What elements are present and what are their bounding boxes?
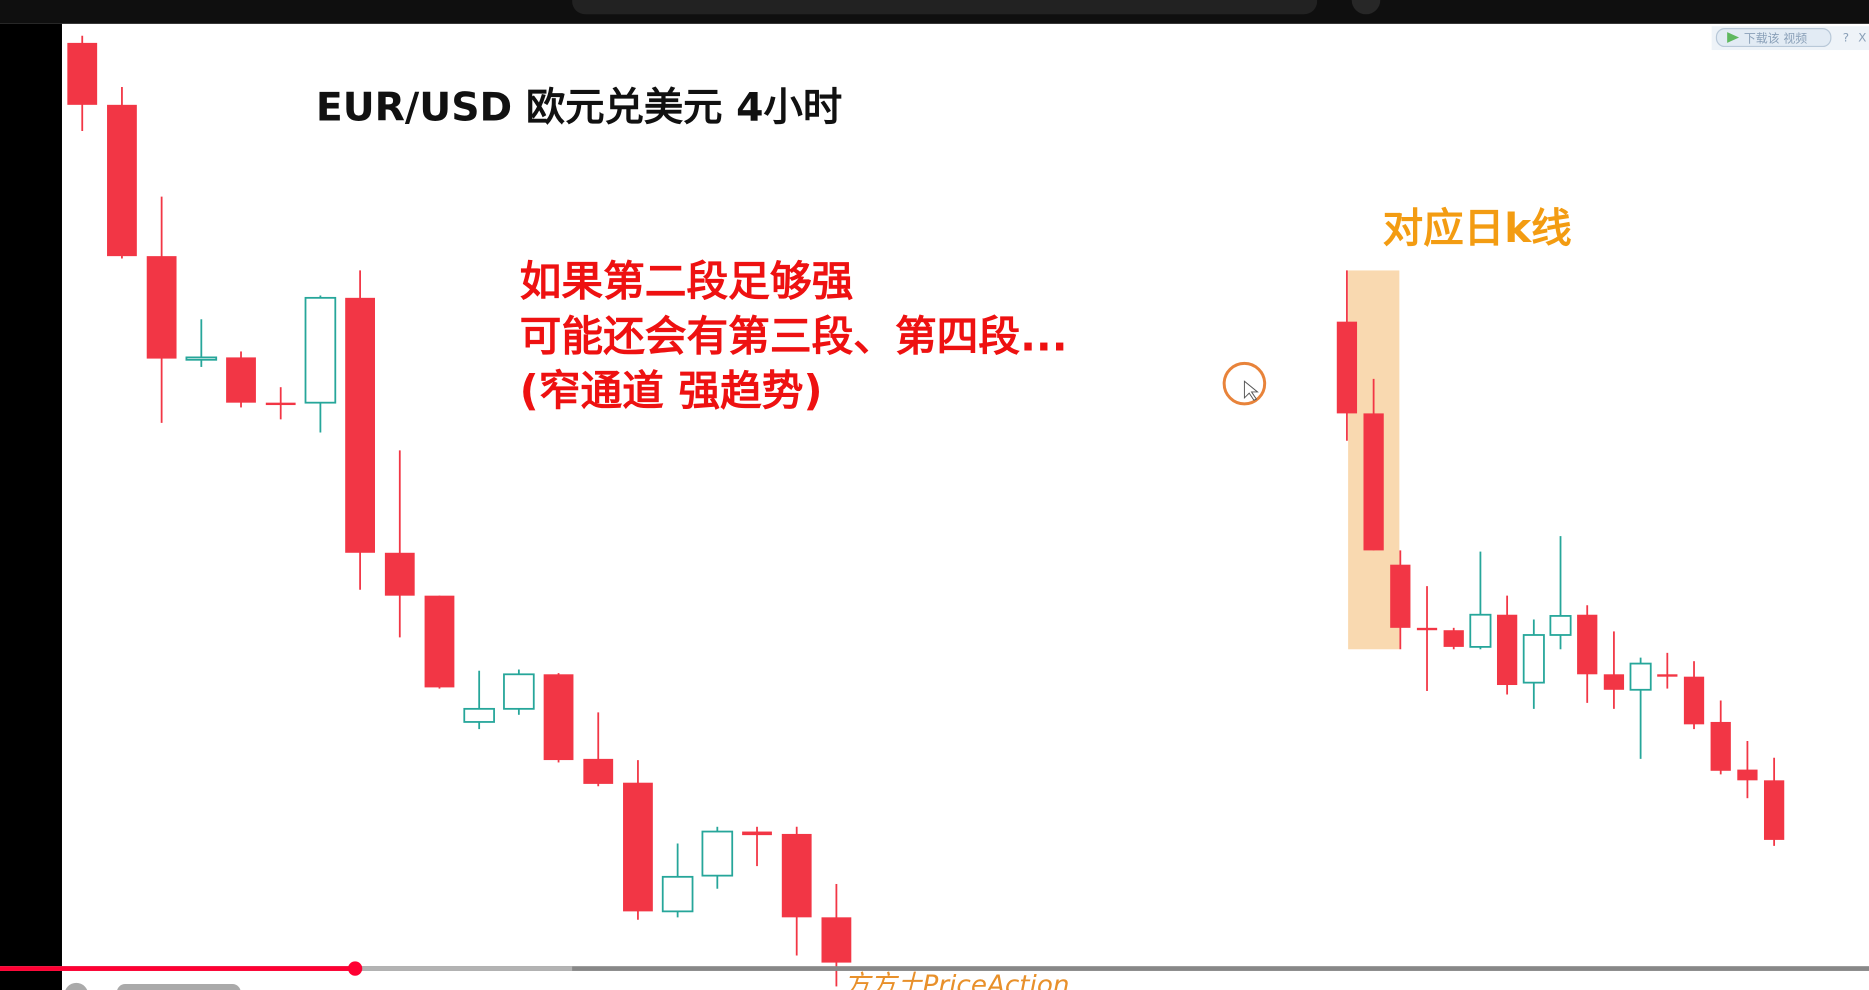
- annotation-line-2: 可能还会有第三段、第四段...: [520, 311, 1068, 360]
- candle: [583, 712, 614, 787]
- top-button[interactable]: [1351, 0, 1381, 15]
- candle: [185, 319, 218, 367]
- candle: [661, 843, 694, 918]
- candle-body-bear: [1416, 627, 1438, 631]
- candle: [1522, 619, 1545, 709]
- candle-body-bull: [1629, 662, 1652, 691]
- candle-body-bear: [1336, 321, 1358, 414]
- candle-body-bear: [1763, 780, 1785, 840]
- mouse-cursor-icon: [1243, 380, 1259, 401]
- annotation-line-3: (窄通道 强趋势): [520, 366, 823, 415]
- candle: [1710, 700, 1731, 775]
- top-pill[interactable]: [572, 0, 1318, 15]
- candle: [226, 351, 256, 408]
- candle: [1763, 757, 1785, 846]
- download-video-button[interactable]: [1715, 27, 1832, 48]
- candle-body-bull: [661, 875, 694, 913]
- candle-body-bull: [1522, 634, 1545, 684]
- candle-body-bear: [1657, 674, 1678, 677]
- candle-body-bear: [265, 402, 296, 406]
- cursor-click-indicator: [1222, 361, 1267, 406]
- candle: [1657, 652, 1678, 689]
- candle: [384, 450, 415, 638]
- candle-body-bear: [821, 917, 852, 963]
- candle-body-bear: [1710, 721, 1731, 771]
- candle: [304, 295, 337, 433]
- candle-body-bear: [543, 674, 574, 761]
- candle: [1336, 270, 1358, 441]
- candle-body-bull: [185, 356, 218, 361]
- candle-body-bear: [345, 297, 375, 553]
- candle-body-bear: [781, 833, 812, 918]
- candle: [1603, 631, 1625, 709]
- candle-body-bear: [226, 357, 256, 403]
- candle: [67, 35, 98, 132]
- candle: [1390, 550, 1411, 650]
- candle: [1469, 551, 1492, 650]
- candle-body-bear: [1390, 564, 1411, 628]
- candle-body-bear: [583, 758, 614, 784]
- candle-body-bear: [384, 552, 415, 596]
- candle-body-bull: [503, 673, 535, 710]
- candle-body-bear: [1683, 676, 1705, 725]
- annotation-line-1: 如果第二段足够强: [520, 256, 854, 305]
- left-black-strip: [0, 23, 62, 990]
- candle: [1443, 627, 1464, 650]
- player-control-pill[interactable]: [117, 984, 241, 990]
- candle-body-bull: [1469, 613, 1492, 648]
- candle-body-bear: [623, 782, 653, 912]
- candle: [701, 826, 734, 889]
- candle-body-bear: [146, 256, 177, 359]
- candle-body-bull: [701, 830, 734, 877]
- candle-body-bear: [1363, 413, 1384, 551]
- help-button[interactable]: ?: [1843, 31, 1849, 45]
- candle: [424, 595, 455, 689]
- player-control[interactable]: [64, 982, 88, 990]
- candle-body-bear: [67, 42, 98, 105]
- candle-body-bull: [1549, 615, 1572, 636]
- candle-body-bear: [1577, 614, 1598, 675]
- daily-kline-label: 对应日k线: [1383, 204, 1572, 252]
- candlestick-chart: [67, 35, 1785, 987]
- candle: [781, 826, 812, 956]
- candle: [265, 387, 296, 420]
- candle: [1549, 536, 1572, 650]
- candle: [543, 673, 574, 763]
- candle: [107, 86, 137, 259]
- candle-body-bear: [1496, 614, 1518, 686]
- play-icon: [1727, 32, 1740, 43]
- candle: [1737, 741, 1758, 799]
- candle: [742, 826, 772, 867]
- candle-body-bull: [304, 296, 337, 404]
- candle: [1416, 586, 1438, 691]
- candle: [463, 670, 495, 730]
- candle-body-bear: [742, 831, 772, 836]
- candle: [1683, 661, 1705, 730]
- candle: [1496, 595, 1518, 695]
- close-button[interactable]: X: [1858, 31, 1866, 45]
- chart-title: EUR/USD 欧元兑美元 4小时: [316, 85, 842, 130]
- progress-scrubber[interactable]: [347, 961, 363, 976]
- candle: [1629, 657, 1652, 759]
- download-widget: 下载该 视频 ? X: [1711, 26, 1869, 51]
- watermark: 方方土PriceAction: [844, 971, 1070, 990]
- candle-body-bear: [1443, 630, 1464, 647]
- candle-body-bull: [463, 707, 495, 723]
- candle-body-bear: [1603, 674, 1625, 690]
- progress-track[interactable]: [0, 966, 1869, 971]
- candle: [1577, 605, 1598, 703]
- candle-body-bear: [424, 595, 455, 688]
- candle-body-bear: [1737, 769, 1758, 781]
- candle: [623, 760, 653, 920]
- download-video-label: 下载该 视频: [1744, 31, 1807, 45]
- candle: [345, 270, 375, 590]
- candle: [1363, 378, 1384, 551]
- progress-played: [0, 966, 356, 971]
- candle: [146, 196, 177, 423]
- candle-body-bear: [107, 104, 137, 257]
- candle: [503, 669, 535, 715]
